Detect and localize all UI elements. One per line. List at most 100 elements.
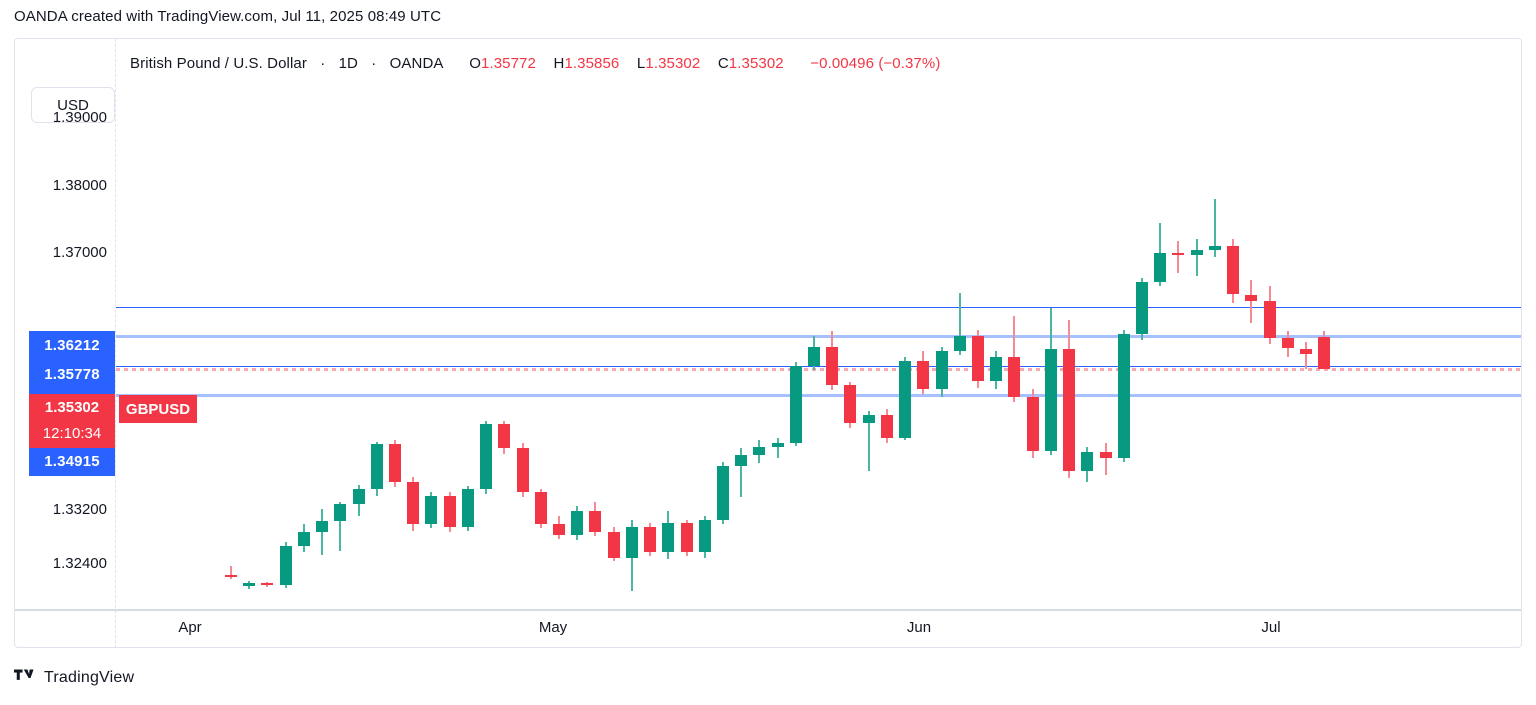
price-badge-resistance-lower[interactable]: 1.35778 bbox=[29, 360, 115, 389]
candle-wick bbox=[1177, 240, 1180, 273]
time-tick-label: Apr bbox=[178, 619, 202, 636]
candle-body bbox=[880, 414, 893, 438]
time-axis-separator bbox=[15, 609, 1521, 611]
candle-body bbox=[1044, 348, 1057, 452]
candle-body bbox=[352, 488, 365, 504]
price-badge-support-level[interactable]: 1.34915 bbox=[29, 447, 115, 476]
chart-legend: British Pound / U.S. Dollar · 1D · OANDA… bbox=[130, 55, 940, 72]
price-level-line[interactable] bbox=[116, 367, 1521, 371]
candle-body bbox=[407, 482, 420, 524]
price-tick-label: 1.33200 bbox=[52, 500, 107, 518]
currency-pill[interactable]: USD bbox=[31, 87, 115, 123]
candle-wick bbox=[740, 448, 743, 497]
legend-interval[interactable]: 1D bbox=[338, 55, 358, 72]
legend-open-value: 1.35772 bbox=[481, 55, 536, 72]
candlestick-plot bbox=[15, 39, 1521, 609]
candle-body bbox=[735, 455, 748, 466]
symbol-tag[interactable]: GBPUSD bbox=[119, 395, 197, 423]
price-badge-resistance-upper[interactable]: 1.36212 bbox=[29, 331, 115, 360]
candle-body bbox=[443, 495, 456, 527]
candle-body bbox=[498, 424, 511, 449]
legend-low-label: L bbox=[636, 55, 646, 72]
candle-wick bbox=[867, 410, 870, 472]
candle-body bbox=[953, 336, 966, 352]
candle-body bbox=[716, 465, 729, 520]
candle-body bbox=[808, 347, 821, 367]
legend-exchange: OANDA bbox=[389, 55, 443, 72]
bar-countdown-timer: 12:10:34 bbox=[42, 425, 102, 442]
time-tick-label: Jun bbox=[906, 619, 932, 636]
candle-body bbox=[826, 347, 839, 385]
current-price-value: 1.35302 bbox=[44, 399, 100, 416]
candle-body bbox=[1063, 348, 1076, 472]
candle-body bbox=[261, 583, 274, 586]
legend-change-value: −0.00496 (−0.37%) bbox=[810, 55, 941, 72]
candle-body bbox=[1190, 249, 1203, 256]
candle-body bbox=[899, 360, 912, 438]
legend-high-label: H bbox=[553, 55, 565, 72]
candle-body bbox=[334, 503, 347, 521]
candle-body bbox=[1299, 348, 1312, 354]
price-tick-label: 1.32400 bbox=[52, 554, 107, 572]
legend-open-label: O bbox=[469, 55, 482, 72]
candle-body bbox=[862, 414, 875, 423]
candle-body bbox=[243, 583, 256, 587]
candle-body bbox=[1263, 301, 1276, 338]
tradingview-brand-name: TradingView bbox=[44, 668, 135, 686]
candle-body bbox=[225, 574, 237, 577]
candle-body bbox=[917, 360, 930, 389]
legend-symbol-name[interactable]: British Pound / U.S. Dollar bbox=[130, 55, 307, 72]
candle-body bbox=[1318, 337, 1331, 369]
candle-wick bbox=[776, 437, 779, 458]
price-scale-separator bbox=[115, 39, 116, 647]
price-tick-label: 1.37000 bbox=[52, 244, 107, 261]
candle-body bbox=[753, 447, 766, 456]
candle-body bbox=[680, 522, 693, 553]
candle-body bbox=[480, 424, 493, 489]
candle-body bbox=[1245, 294, 1258, 302]
time-tick-label: May bbox=[538, 619, 568, 636]
time-tick-label: Jul bbox=[1261, 619, 1281, 636]
current-price-badge[interactable]: 1.35302 12:10:34 bbox=[29, 394, 115, 448]
candle-body bbox=[534, 491, 547, 524]
footer: TradingView bbox=[14, 668, 134, 687]
price-level-line[interactable] bbox=[116, 365, 1521, 367]
candle-wick bbox=[1195, 239, 1198, 276]
candle-body bbox=[789, 366, 802, 443]
candle-body bbox=[1281, 337, 1294, 349]
price-tick-label: 1.39000 bbox=[52, 109, 107, 126]
candle-body bbox=[644, 526, 657, 553]
candle-body bbox=[1136, 282, 1148, 334]
candle-body bbox=[461, 488, 474, 527]
candle-wick bbox=[230, 565, 232, 580]
candle-body bbox=[1154, 252, 1167, 283]
candle-body bbox=[662, 522, 675, 553]
candle-body bbox=[370, 444, 383, 489]
candle-body bbox=[1208, 245, 1221, 250]
candle-body bbox=[425, 495, 438, 524]
candle-body bbox=[1099, 452, 1112, 458]
candle-body bbox=[552, 524, 565, 535]
candle-wick bbox=[339, 502, 342, 551]
candle-body bbox=[388, 444, 401, 483]
price-level-line[interactable] bbox=[116, 335, 1521, 339]
candle-body bbox=[1117, 333, 1130, 458]
candle-body bbox=[1227, 245, 1240, 295]
candle-body bbox=[279, 545, 292, 585]
price-level-line[interactable] bbox=[116, 307, 1521, 309]
candle-body bbox=[1081, 452, 1094, 472]
candle-body bbox=[698, 519, 711, 553]
candle-body bbox=[1172, 252, 1185, 256]
tradingview-logo-icon bbox=[14, 668, 36, 687]
attribution-text: OANDA created with TradingView.com, Jul … bbox=[14, 8, 442, 25]
price-tick-label: 1.38000 bbox=[52, 176, 107, 194]
candle-body bbox=[1008, 356, 1021, 398]
candle-wick bbox=[958, 293, 961, 356]
candle-body bbox=[297, 532, 310, 546]
candle-body bbox=[1026, 397, 1039, 452]
legend-close-label: C bbox=[717, 55, 729, 72]
candle-wick bbox=[1213, 198, 1216, 257]
price-level-line[interactable] bbox=[116, 393, 1521, 397]
candle-body bbox=[625, 526, 638, 558]
